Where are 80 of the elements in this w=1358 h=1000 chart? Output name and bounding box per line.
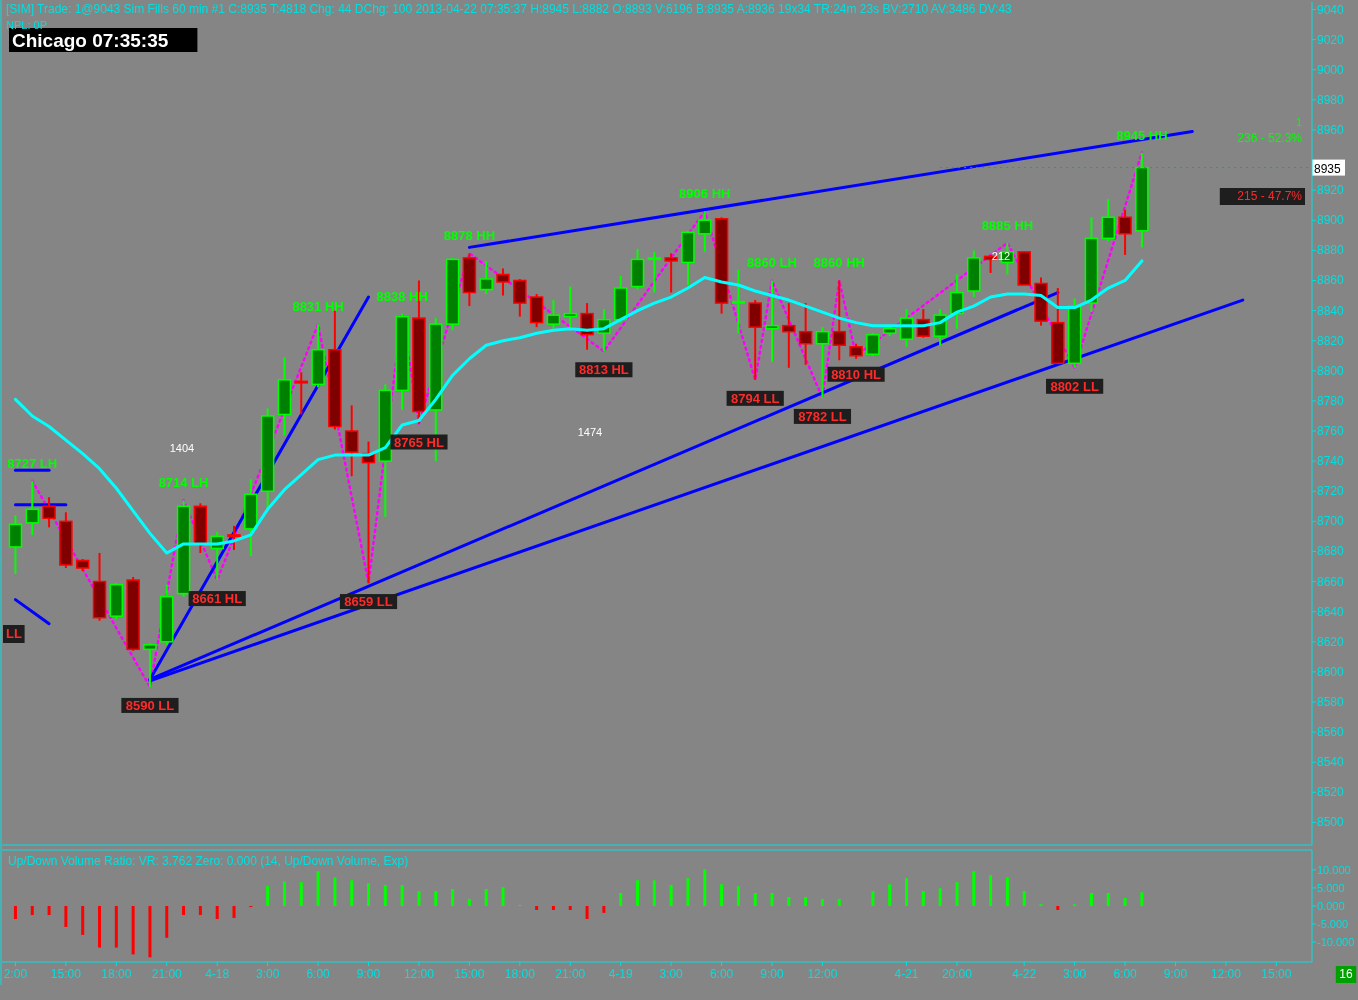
x-tick-label: 9:00 [760,967,785,981]
y-tick-label: 8640 [1317,604,1345,619]
data-label: 8714 LH [158,475,209,491]
y-tick-label: 8860 [1317,273,1345,288]
data-label: 8906 HH [679,186,731,202]
x-tick-label: 4-22 [1012,967,1037,981]
y-tick-label: 8700 [1317,514,1345,529]
y-tick-label: 8520 [1317,785,1345,800]
x-tick-label: 9:00 [1163,967,1188,981]
y-tick-label: 8840 [1317,303,1345,318]
y-tick-label: 5.000 [1317,881,1345,894]
x-tick-label: 3:00 [1062,967,1087,981]
data-label: 8659 LL [344,594,393,610]
ref-line-label: 8935 [1314,161,1342,176]
y-tick-label: 8660 [1317,574,1345,589]
x-tick-label: 15:00 [454,967,485,981]
x-tick-label: 18:00 [504,967,536,981]
x-tick-label: 15:00 [1261,967,1292,981]
y-tick-label: 8620 [1317,634,1345,649]
y-tick-label: 8880 [1317,243,1345,258]
text: 16 [1339,967,1353,981]
annotation: Chicago 07:35:35 [12,30,169,51]
y-tick-label: 8560 [1317,725,1345,740]
y-tick-label: 9000 [1317,62,1345,77]
x-tick-label: 6:00 [306,967,331,981]
x-tick-label: 20:00 [941,967,973,981]
y-tick-label: 8600 [1317,664,1345,679]
x-tick-label: 21:00 [555,967,586,981]
annotation: 1404 [169,442,195,454]
y-tick-label: 8820 [1317,333,1345,348]
data-label: 8860 LH [747,255,797,271]
annotation: 236 - 52.3% [1237,131,1303,145]
y-tick-label: 8780 [1317,393,1345,408]
x-tick-label: 4-18 [205,967,230,981]
y-tick-label: 9020 [1317,32,1345,47]
y-tick-label: 8580 [1317,694,1345,709]
data-label: 8831 HH [292,299,344,315]
chart-title: [SIM] Trade: 1@9043 Sim Fills 60 min #1 C:8935 T:4818 Chg: 44 DChg: 100 2013-04-22 07:35:37 H:8945 L:8882 O:8893 V:6196 B:8935 A:8936 19x34 TR:24m 23s BV:2710 AV:3486 DV:43 [6,2,1013,16]
y-tick-label: 8980 [1317,92,1345,107]
data-label: 8727 LH [7,455,58,471]
y-tick-label: 8500 [1317,815,1345,830]
chart-title: Up/Down Volume Ratio: VR: 3.762 Zero: 0.000 (14, Up/Down Volume, Exp) [8,854,409,868]
y-tick-label: 0.000 [1317,900,1345,912]
data-label: 8782 LL [798,408,847,424]
y-tick-label: 8720 [1317,484,1345,499]
y-tick-label: 8740 [1317,454,1345,469]
x-tick-label: 12:00 [807,967,838,981]
y-tick-label: 9040 [1317,2,1345,17]
x-tick-label: 12:00 [403,967,435,981]
y-tick-label: 8680 [1317,544,1345,559]
x-tick-label: 4-19 [608,967,634,981]
x-tick-label: 18:00 [101,967,132,981]
text: 1 [1295,116,1302,128]
data-label: 8885 HH [981,217,1034,233]
x-tick-label: 21:00 [151,967,183,981]
x-tick-label: 3:00 [659,967,684,981]
data-label: 8878 HH [443,228,496,244]
x-tick-label: 2:00 [3,967,28,981]
x-tick-label: 15:00 [50,967,82,981]
y-tick-label: 8920 [1317,183,1345,198]
x-tick-label: 6:00 [709,967,734,981]
x-tick-label: 3:00 [255,967,280,981]
y-tick-label: -10.000 [1317,936,1355,949]
y-tick-label: 8800 [1317,363,1345,378]
data-label: 8802 LL [1050,378,1099,394]
x-tick-label: 6:00 [1113,967,1138,981]
y-tick-label: 8960 [1317,122,1345,137]
data-label: 8860 HH [813,255,865,271]
y-tick-label: -5.000 [1317,918,1349,931]
annotation: 212 [991,250,1011,262]
x-tick-label: 12:00 [1210,967,1242,981]
text: NPL: 0P [6,19,47,31]
y-tick-label: 10.000 [1317,863,1351,876]
annotation: 215 - 47.7% [1237,189,1303,203]
x-tick-label: 4-21 [894,967,919,981]
x-tick-label: 9:00 [356,967,381,981]
annotation: 1474 [577,426,603,438]
y-tick-label: 8760 [1317,424,1345,439]
y-tick-label: 8540 [1317,755,1345,770]
y-tick-label: 8900 [1317,213,1345,228]
